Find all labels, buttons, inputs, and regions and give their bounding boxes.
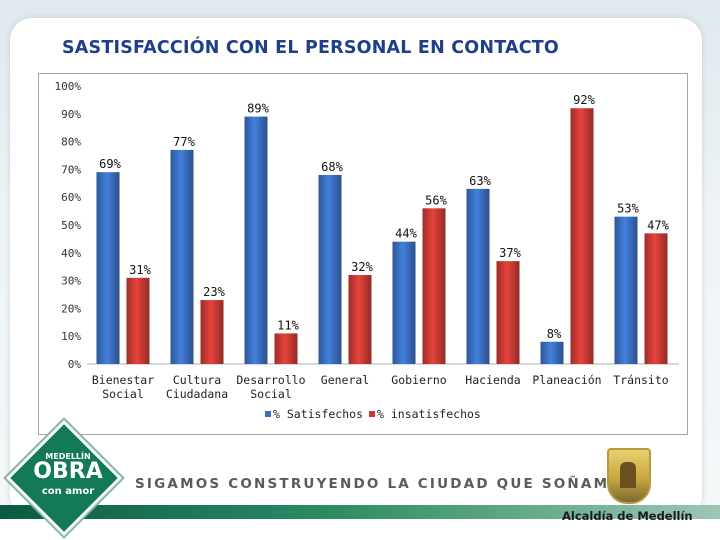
data-label: 37% — [499, 246, 521, 260]
footer-strip — [0, 519, 720, 540]
bar-insatisfechos — [200, 300, 224, 364]
legend-label: % insatisfechos — [377, 407, 481, 421]
logo-text-top: MEDELLÍN — [45, 452, 91, 461]
y-tick-label: 60% — [61, 191, 81, 204]
x-tick-label: Tránsito — [613, 373, 668, 387]
bar-chart: 0% 10% 20% 30% 40% 50% 60% 70% 80% 90% 100% 69% 31% B… — [55, 80, 679, 421]
data-label: 53% — [617, 202, 639, 216]
x-tick-label: Gobierno — [391, 373, 446, 387]
y-tick-label: 70% — [61, 163, 81, 176]
data-label: 31% — [129, 263, 151, 277]
y-tick-label: 30% — [61, 275, 81, 288]
y-tick-label: 90% — [61, 108, 81, 121]
data-label: 47% — [647, 218, 669, 232]
bar-satisfechos — [96, 172, 120, 364]
bar-satisfechos — [392, 241, 416, 364]
bar-satisfechos — [244, 116, 268, 364]
legend-label: % Satisfechos — [273, 407, 363, 421]
y-tick-label: 80% — [61, 136, 81, 149]
data-label: 11% — [277, 318, 299, 332]
x-tick-label: Ciudadana — [166, 387, 228, 401]
data-label: 32% — [351, 260, 373, 274]
page-title: SASTISFACCIÓN CON EL PERSONAL EN CONTACT… — [62, 38, 559, 58]
data-label: 23% — [203, 285, 225, 299]
x-tick-label: Social — [250, 387, 292, 401]
logo-text-main: OBRA — [33, 459, 103, 484]
data-label: 63% — [469, 174, 491, 188]
legend-swatch — [265, 411, 271, 417]
footer-band — [0, 505, 720, 519]
bar-insatisfechos — [496, 261, 520, 364]
bar-insatisfechos — [126, 277, 150, 364]
coat-of-arms-tower-icon — [620, 462, 636, 488]
bar-satisfechos — [170, 149, 194, 364]
bar-satisfechos — [318, 174, 342, 364]
x-tick-label: General — [321, 373, 369, 387]
logo-text-bottom: con amor — [41, 486, 95, 497]
x-tick-label: Bienestar — [92, 373, 154, 387]
x-tick-label: Desarrollo — [236, 373, 305, 387]
data-label: 89% — [247, 102, 269, 116]
municipality-name: Alcaldía de Medellín — [562, 509, 693, 523]
data-label: 92% — [573, 93, 595, 107]
bar-insatisfechos — [570, 108, 594, 364]
y-tick-label: 40% — [61, 247, 81, 260]
x-tick-label: Planeación — [532, 373, 601, 387]
bar-satisfechos — [466, 188, 490, 364]
data-label: 8% — [547, 327, 562, 341]
chart-frame: 0% 10% 20% 30% 40% 50% 60% 70% 80% 90% 100% 69% 31% B… — [38, 73, 688, 435]
slogan: SIGAMOS CONSTRUYENDO LA CIUDAD QUE SOÑAM… — [135, 476, 635, 492]
legend-swatch — [369, 411, 375, 417]
data-label: 77% — [173, 135, 195, 149]
y-tick-label: 20% — [61, 302, 81, 315]
bar-insatisfechos — [348, 275, 372, 364]
bar-insatisfechos — [644, 233, 668, 364]
x-tick-label: Hacienda — [465, 373, 520, 387]
data-label: 69% — [99, 157, 121, 171]
x-tick-label: Cultura — [173, 373, 221, 387]
data-label: 68% — [321, 160, 343, 174]
y-tick-label: 100% — [55, 80, 82, 93]
bar-satisfechos — [614, 216, 638, 364]
bar-insatisfechos — [274, 333, 298, 364]
y-tick-label: 0% — [68, 358, 82, 371]
y-tick-label: 10% — [61, 330, 81, 343]
bar-satisfechos — [540, 341, 564, 364]
y-tick-label: 50% — [61, 219, 81, 232]
bar-insatisfechos — [422, 208, 446, 364]
x-tick-label: Social — [102, 387, 144, 401]
data-label: 44% — [395, 227, 417, 241]
data-label: 56% — [425, 193, 447, 207]
